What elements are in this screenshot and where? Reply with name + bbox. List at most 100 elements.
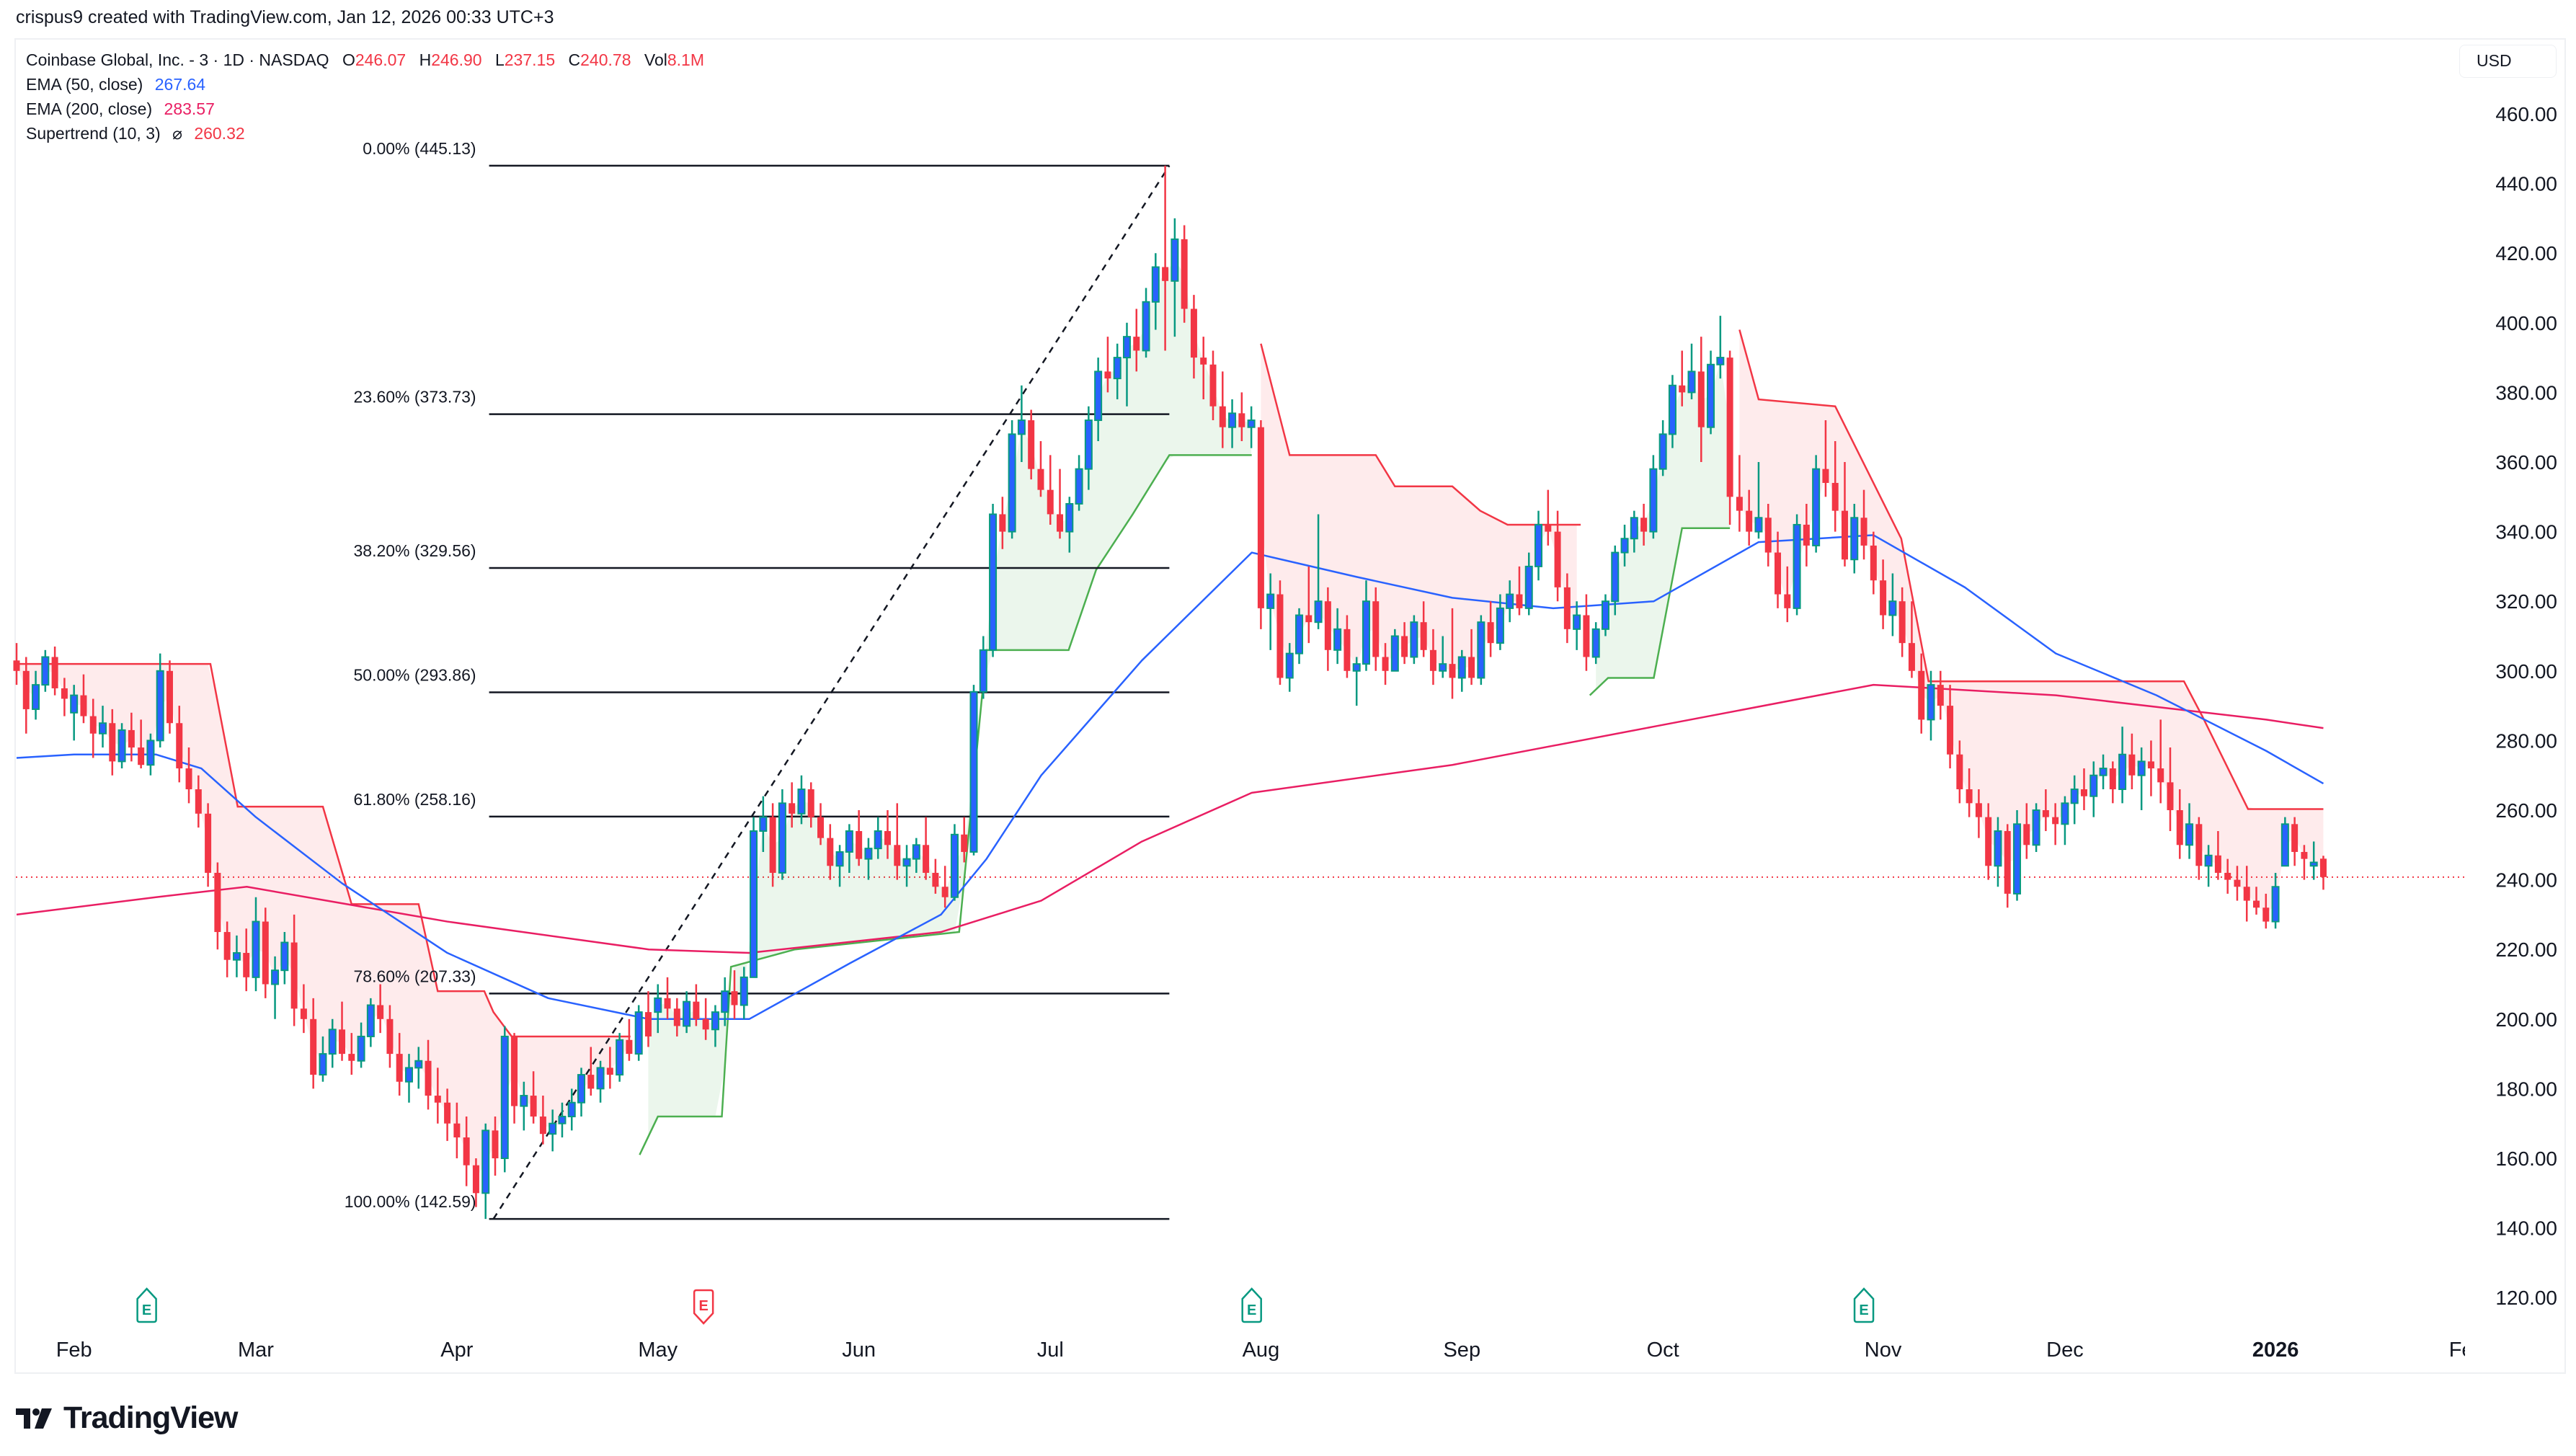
candle-down <box>1209 350 1217 421</box>
candle-body <box>999 514 1006 532</box>
candle-down <box>472 1158 479 1207</box>
price-axis[interactable]: 460.00 440.00 420.00 400.00 380.00 360.00 340.… <box>16 103 2557 1309</box>
candle-body <box>166 670 173 724</box>
candle-down <box>530 1071 537 1124</box>
candle-down <box>2052 803 2059 845</box>
candle-body <box>357 1035 365 1062</box>
candle-down <box>1372 587 1380 671</box>
candle-down <box>1429 629 1436 685</box>
supertrend-down-line <box>1738 329 2324 810</box>
candle-body <box>2224 872 2231 880</box>
candle-body <box>2061 802 2069 825</box>
fib-trend-line[interactable] <box>492 165 1171 1220</box>
chart-credit: crispus9 created with TradingView.com, J… <box>16 7 554 27</box>
candle-body <box>2195 824 2203 866</box>
candle-body <box>1668 384 1676 435</box>
candle-down <box>626 1018 633 1061</box>
tradingview-logo[interactable]: TradingView <box>16 1400 238 1436</box>
candle-body <box>1775 552 1782 595</box>
legend-symbol-row[interactable]: Coinbase Global, Inc. - 3 · 1D · NASDAQ … <box>26 50 707 70</box>
candle-down <box>243 928 250 992</box>
candle-up <box>989 503 998 657</box>
candle-body <box>845 830 853 853</box>
fib-level-label: 78.60% (207.33) <box>354 967 476 985</box>
earnings-marker[interactable]: E <box>693 1289 714 1325</box>
candle-down <box>1583 594 1590 671</box>
time-tick-label: May <box>638 1339 678 1362</box>
candle-body <box>185 768 192 790</box>
candle-up <box>32 670 40 720</box>
time-tick-label: Oct <box>1647 1339 1679 1362</box>
candle-down <box>1956 740 1963 804</box>
legend-supertrend[interactable]: Supertrend (10, 3) ⌀ 260.32 <box>26 124 248 143</box>
candle-down <box>386 1005 394 1068</box>
candle-up <box>1171 218 1179 337</box>
fib-level-label: 23.60% (373.73) <box>354 388 476 407</box>
candle-body <box>2185 823 2194 846</box>
candle-up <box>567 1088 576 1131</box>
earnings-label: E <box>1247 1302 1256 1318</box>
candle-down <box>176 706 183 783</box>
candle-body <box>664 998 671 1009</box>
candle-up <box>2070 775 2079 825</box>
candle-body <box>2291 824 2299 852</box>
candle-down <box>1382 643 1389 685</box>
candle-body <box>1372 601 1380 657</box>
candle-body <box>2070 789 2079 804</box>
candle-down <box>2214 830 2221 880</box>
earnings-marker[interactable]: E <box>1241 1287 1262 1323</box>
candle-body <box>654 997 662 1013</box>
candle-body <box>223 932 231 960</box>
candle-up <box>1410 615 1418 665</box>
candle-body <box>2137 760 2146 776</box>
candle-down <box>1697 337 1705 462</box>
earnings-marker[interactable]: E <box>136 1287 157 1323</box>
legend-ema50[interactable]: EMA (50, close) 267.64 <box>26 75 208 94</box>
earnings-label: E <box>698 1298 708 1314</box>
candle-up <box>1247 406 1256 448</box>
currency-button[interactable]: USD <box>2459 45 2557 78</box>
candle-up <box>99 706 107 748</box>
candle-up <box>1620 524 1629 567</box>
legend-ema200[interactable]: EMA (200, close) 283.57 <box>26 99 218 119</box>
earnings-marker[interactable]: E <box>1853 1287 1875 1323</box>
candle-body <box>1812 468 1821 546</box>
candle-body <box>1457 656 1466 679</box>
candle-body <box>789 803 796 814</box>
candle-body <box>702 1018 709 1030</box>
candle-body <box>1017 420 1026 435</box>
candle-up <box>1113 343 1122 400</box>
candle-body <box>1151 266 1160 303</box>
candle-up <box>969 685 978 856</box>
time-axis[interactable]: Feb Mar Apr May Jun Jul Aug Sep Oct Nov Dec 2026 Feb <box>56 1339 2485 1362</box>
candle-up <box>1927 670 1935 741</box>
candle-down <box>109 709 116 776</box>
fibonacci-retracement[interactable]: 0.00% (445.13) 23.60% (373.73) 38.20% (329… <box>345 139 1171 1220</box>
candle-down <box>1219 371 1226 448</box>
candle-body <box>214 872 221 933</box>
candle-down <box>2004 824 2011 908</box>
candle-down <box>13 643 20 685</box>
candle-down <box>1200 337 1207 400</box>
candle-down <box>2224 858 2231 894</box>
close-label: C <box>568 50 581 69</box>
candle-body <box>176 723 183 769</box>
eye-slash-icon[interactable]: ⌀ <box>172 124 182 143</box>
candle-body <box>444 1102 451 1124</box>
candle-body <box>1181 239 1188 309</box>
candle-down <box>789 782 796 828</box>
candle-body <box>1037 469 1044 490</box>
candle-body <box>386 1018 394 1055</box>
supertrend-up-line <box>639 454 1252 1155</box>
candle-body <box>1563 587 1571 629</box>
candle-up <box>979 636 987 699</box>
candle-up <box>740 967 748 1019</box>
candle-up <box>874 817 882 859</box>
time-tick-label: Feb <box>2449 1339 2485 1362</box>
candle-up <box>1228 399 1237 448</box>
candle-body <box>740 976 748 1006</box>
candle-up <box>864 838 873 880</box>
candle-down <box>2301 845 2308 880</box>
